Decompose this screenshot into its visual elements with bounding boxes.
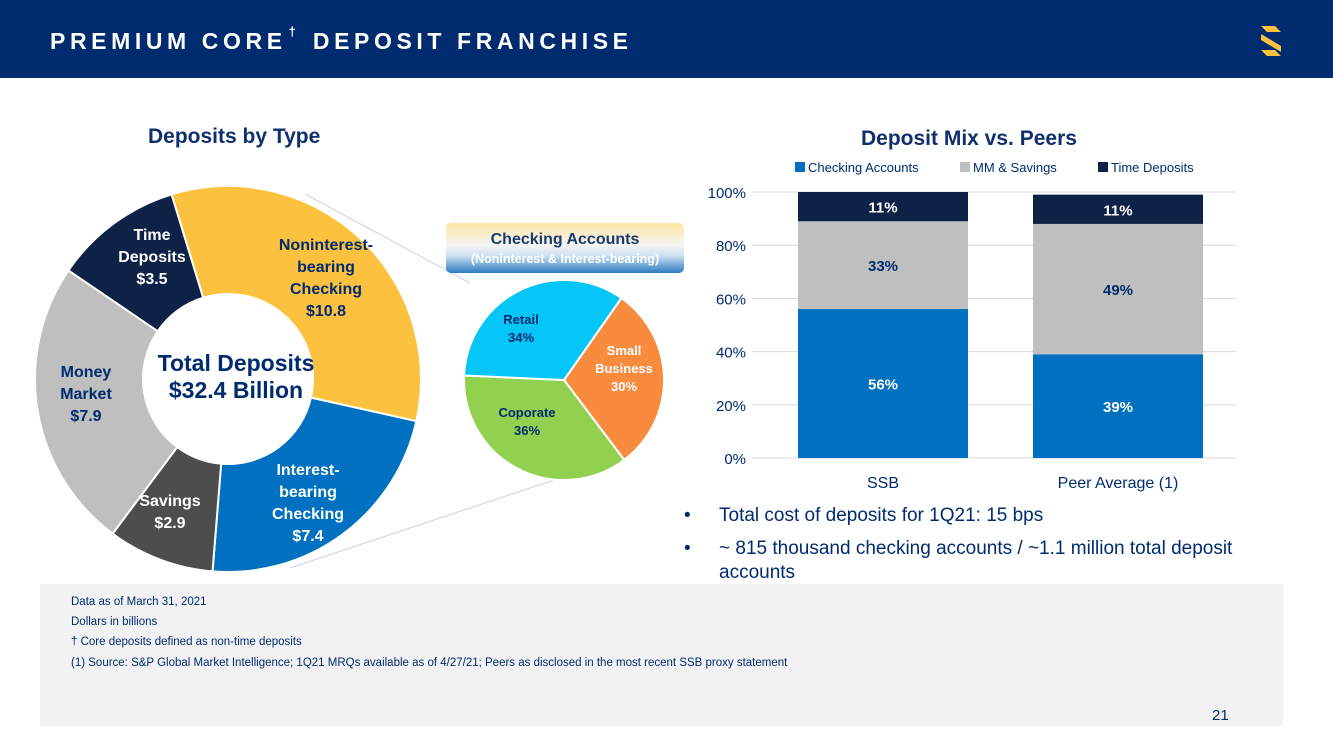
donut-center-label: Total Deposits (158, 350, 315, 376)
connector-line-top (304, 193, 471, 284)
bar-data-label: 11% (868, 200, 897, 217)
bar-data-label: 11% (1103, 202, 1132, 219)
pie-slice-value-label: 30% (611, 379, 637, 394)
donut-slice-label: Noninterest- (279, 237, 373, 254)
pie-slice-retail (463, 279, 623, 382)
legend-swatch (1098, 162, 1108, 172)
donut-slice-value-label: $2.9 (154, 515, 185, 532)
donut-slice-label: Market (60, 386, 112, 403)
footnote: (1) Source: S&P Global Market Intelligen… (71, 657, 788, 669)
bullet-text: Total cost of deposits for 1Q21: 15 bps (719, 505, 1044, 526)
y-tick-label: 40% (716, 345, 746, 362)
bar-segment (1033, 194, 1203, 224)
y-tick-label: 0% (724, 451, 746, 468)
donut-slice-label: Money (61, 364, 112, 381)
header-bar: PREMIUM CORE † DEPOSIT FRANCHISE (0, 0, 1333, 78)
donut-center-value: $32.4 Billion (169, 377, 303, 403)
bullet-item: • ~ 815 thousand checking accounts / ~1.… (684, 537, 1284, 585)
y-tick-label: 20% (716, 398, 746, 415)
footnote: Dollars in billions (71, 616, 158, 628)
bar-segment (798, 309, 968, 458)
bar-segment (798, 221, 968, 310)
donut-slice-value-label: $7.4 (292, 528, 323, 545)
pie-slice-value-label: 36% (514, 423, 540, 438)
legend-swatch (960, 162, 970, 172)
bank-logo (1261, 26, 1281, 56)
donut-slice-time-deposits (67, 193, 205, 333)
donut-slice-label: bearing (297, 259, 355, 276)
bar-data-label: 49% (1103, 282, 1133, 299)
connector-line-bottom (289, 477, 561, 569)
legend-label: MM & Savings (973, 160, 1057, 175)
y-tick-label: 100% (708, 185, 746, 202)
pie-title: Checking Accounts (490, 231, 640, 248)
donut-slice-value-label: $7.9 (70, 408, 101, 425)
donut-slice-value-label: $10.8 (306, 303, 346, 320)
pie-slice-small-business (562, 296, 665, 462)
checking-accounts-banner: Checking Accounts (Noninterest & Interes… (446, 223, 684, 273)
y-tick-label: 60% (716, 291, 746, 308)
legend-swatch (795, 162, 805, 172)
y-tick-label: 80% (716, 238, 746, 255)
pie-slice-corporate (463, 374, 626, 481)
bar-segment (798, 192, 968, 222)
donut-slice-label: Checking (272, 506, 344, 523)
bar-data-label: 56% (868, 377, 898, 394)
legend-label: Checking Accounts (808, 160, 919, 175)
bar-segment (1033, 223, 1203, 355)
x-tick-label: SSB (867, 475, 899, 492)
donut-slice-label: Checking (290, 281, 362, 298)
donut-slice-label: Deposits (118, 249, 186, 266)
donut-slice-label: bearing (279, 484, 337, 501)
donut-slice-money-market (34, 269, 179, 536)
legend-label: Time Deposits (1111, 160, 1194, 175)
bar-segment (1033, 354, 1203, 458)
footnote: Data as of March 31, 2021 (71, 596, 207, 608)
pie-slice-label: Retail (503, 312, 538, 327)
donut-chart-title: Deposits by Type (148, 125, 321, 148)
bar-data-label: 39% (1103, 399, 1133, 416)
donut-slice-noninterest-checking (170, 185, 422, 423)
x-tick-label: Peer Average (1) (1058, 475, 1179, 492)
donut-slice-interest-checking (211, 396, 418, 573)
bullet-list: • Total cost of deposits for 1Q21: 15 bp… (684, 504, 1284, 594)
footnotes-panel: Data as of March 31, 2021 Dollars in bil… (40, 584, 1283, 726)
footnote: † Core deposits defined as non-time depo… (71, 636, 302, 648)
donut-slice-label: Interest- (276, 462, 339, 479)
pie-slice-label: Business (595, 361, 653, 376)
bar-chart-title: Deposit Mix vs. Peers (861, 127, 1077, 150)
bar-data-label: 33% (868, 258, 898, 275)
page-title: PREMIUM CORE † DEPOSIT FRANCHISE (50, 24, 633, 54)
donut-slice-value-label: $3.5 (136, 271, 167, 288)
pie-slice-label: Coporate (498, 405, 555, 420)
donut-slice-label: Time (133, 227, 170, 244)
bullet-icon: • (684, 538, 691, 559)
page-number: 21 (1212, 707, 1229, 724)
pie-subtitle: (Noninterest & Interest-bearing) (470, 252, 660, 266)
pie-slice-value-label: 34% (508, 330, 534, 345)
bullet-icon: • (684, 505, 691, 526)
donut-slice-label: Savings (139, 493, 200, 510)
bullet-item: • Total cost of deposits for 1Q21: 15 bp… (684, 504, 1284, 528)
bullet-text: ~ 815 thousand checking accounts / ~1.1 … (719, 538, 1233, 583)
pie-slice-label: Small (607, 343, 642, 358)
